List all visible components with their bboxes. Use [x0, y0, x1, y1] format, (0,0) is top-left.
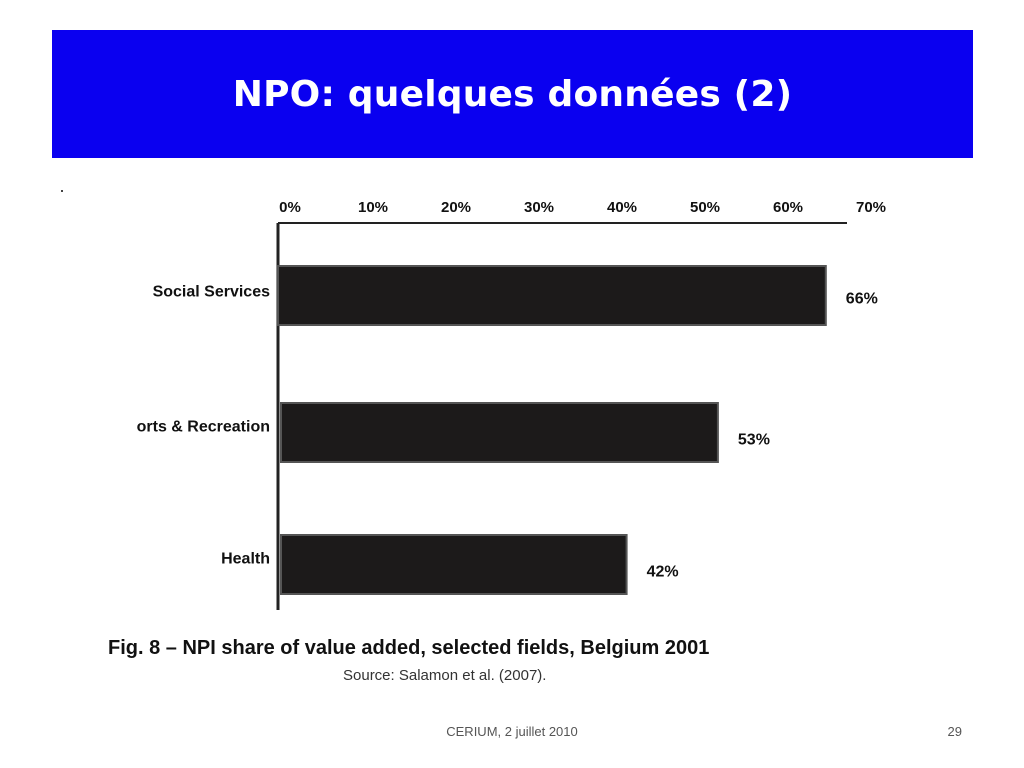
title-banner: NPO: quelques données (2): [52, 30, 973, 158]
x-tick-label: 50%: [690, 199, 720, 216]
category-label: Health: [221, 551, 270, 568]
slide-footer: CERIUM, 2 juillet 2010: [446, 724, 578, 739]
x-tick-label: 20%: [441, 199, 471, 216]
bar-chart: 0% 10% 20% 30% 40% 50% 60% 70% Social Services 66…: [137, 199, 886, 610]
category-label: Social Services: [153, 284, 271, 301]
figure-caption: Fig. 8 – NPI share of value added, selec…: [108, 637, 710, 659]
x-tick-label: 70%: [856, 199, 886, 216]
category-label: orts & Recreation: [137, 419, 270, 436]
bar: [277, 265, 827, 326]
x-tick-label: 0%: [279, 199, 301, 216]
data-label: 53%: [738, 432, 770, 449]
x-tick-label: 30%: [524, 199, 554, 216]
slide-title: NPO: quelques données (2): [232, 73, 793, 115]
x-tick-label: 60%: [773, 199, 803, 216]
data-label: 42%: [647, 564, 679, 581]
bar: [280, 402, 719, 463]
figure-source: Source: Salamon et al. (2007).: [343, 667, 547, 684]
x-tick-label: 10%: [358, 199, 388, 216]
bar: [280, 534, 628, 595]
page-number: 29: [947, 724, 962, 739]
data-label: 66%: [846, 291, 878, 308]
x-tick-label: 40%: [607, 199, 637, 216]
stray-dot: [61, 190, 63, 192]
